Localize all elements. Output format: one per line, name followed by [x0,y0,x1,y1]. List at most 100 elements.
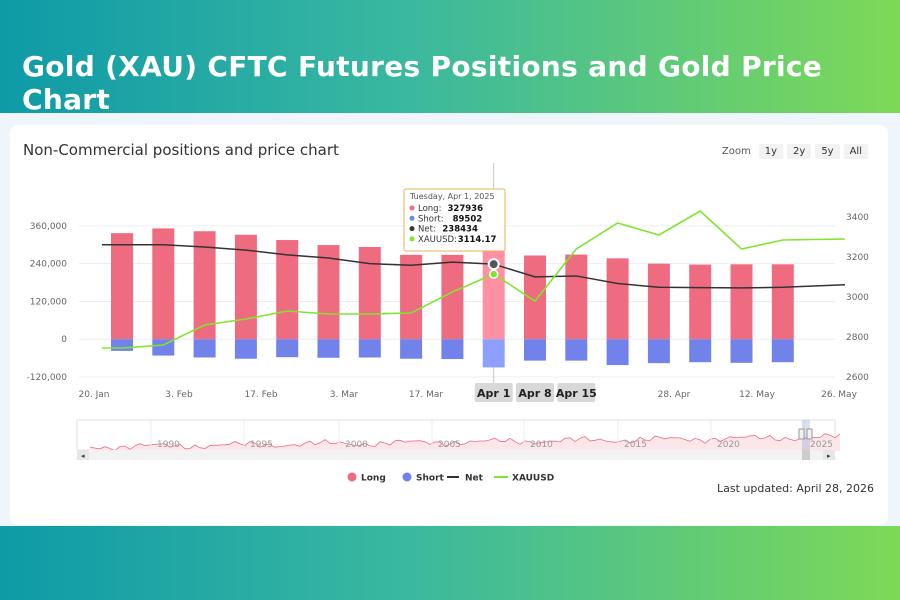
navigator-year-label: 2000 [345,440,368,450]
long-bar [689,264,712,340]
scrollbar-thumb [802,450,810,460]
navigator-selection [802,420,810,450]
long-bar [276,240,299,340]
highlighted-date-label: Apr 1 [477,387,510,400]
y-axis-left: -120,000 0 120,000 240,000 360,000 [27,222,68,383]
y-left-tick-label: 120,000 [30,297,67,307]
y-right-tick-label: 3200 [846,253,869,263]
positions-price-chart: -120,000 0 120,000 240,000 360,000 2600 2800 3… [27,163,869,484]
navigator-year-label: 2005 [438,440,461,450]
y-right-tick-label: 3400 [846,213,869,223]
tooltip-value: 327936 [448,204,484,214]
highlighted-date-label: Apr 8 [518,387,551,400]
tooltip-value: 89502 [453,214,483,224]
short-bar [317,339,340,358]
x-tick-label: 28. Apr [658,390,691,400]
zoom-controls: Zoom 1y 2y 5y All [722,144,868,159]
zoom-label: Zoom [721,146,751,157]
y-left-tick-label: 240,000 [30,260,67,270]
short-bar [400,339,423,359]
tooltip-label: Net: [418,225,436,235]
navigator-handle-right [806,428,813,440]
long-bar [606,258,629,340]
long-bar [441,254,464,340]
navigator-area [90,433,840,451]
long-bar [647,263,670,340]
navigator-handle-left [798,428,805,440]
tooltip-dot [409,226,415,232]
navigator-year-label: 2020 [717,440,740,450]
long-bar [565,254,588,340]
y-axis-right: 2600 2800 3000 3200 3400 [846,213,869,383]
navigator-year-label: 1995 [250,440,273,450]
short-bar [689,339,712,363]
long-bar [358,246,381,340]
chart-card: Non-Commercial positions and price chart… [10,125,888,525]
scroll-left-icon: ◂ [81,452,85,460]
long-bar [771,264,794,340]
zoom-1y-button[interactable]: 1y [758,144,784,159]
tooltip: Tuesday, Apr 1, 2025 Long: 327936 Short: 895… [403,188,506,252]
zoom-all-button[interactable]: All [843,144,868,159]
scrollbar-track [77,450,835,460]
navigator-year-label: 2025 [810,440,833,450]
long-bar [317,245,340,340]
x-tick-label: 12. May [739,390,775,400]
x-tick-label: 3. Feb [165,390,193,400]
short-bar [441,339,464,360]
x-axis: 20. Jan 3. Feb 17. Feb 3. Mar 17. Mar 28. Apr… [78,383,858,402]
short-bar [771,339,794,363]
y-left-tick-label: 360,000 [30,222,67,232]
y-left-tick-label: 0 [61,335,67,345]
scrollbar-left-button [77,450,89,460]
short-bar [606,339,629,366]
tooltip-label: Short: [418,214,444,224]
tooltip-value: 238434 [442,225,478,235]
xauusd-line [102,210,846,349]
long-bar [152,228,175,340]
legend-item: Long [361,474,386,484]
scrollbar-right-button [823,450,835,460]
long-bar [193,231,216,340]
short-bar [358,339,381,358]
zoom-2y-button[interactable]: 2y [787,144,812,159]
tooltip-value: 3114.17 [458,235,497,245]
navigator-year-label: 2010 [530,440,553,450]
short-bar [482,339,505,368]
navigator[interactable]: 1990 1995 2000 2005 2010 2015 2020 2025 ◂ ▸ [76,419,841,460]
long-bar [234,234,257,340]
short-bar [234,339,257,359]
tooltip-dot [409,215,415,221]
y-right-tick-label: 2600 [846,373,869,383]
x-tick-label: 17. Mar [409,390,443,400]
legend: Long Short Net XAUUSD [347,472,554,484]
y-right-tick-label: 2800 [846,333,869,343]
short-bar [111,339,133,351]
short-bar [193,339,216,358]
long-bar [524,255,546,340]
short-bar [524,339,546,361]
short-bar [730,339,753,363]
legend-item: XAUUSD [512,474,554,484]
legend-short-marker [402,472,412,482]
chart-title: Non-Commercial positions and price chart [23,141,339,159]
net-line [102,244,846,289]
highlighted-date-box [516,383,554,402]
tooltip-dot [409,205,415,211]
legend-item: Short [416,474,445,484]
tooltip-box [403,188,506,252]
short-bar [276,339,299,358]
short-bar [152,339,175,356]
highlighted-date-label: Apr 15 [556,387,597,400]
tooltip-dot [409,236,415,242]
long-bar [111,233,133,340]
header-banner: Gold (XAU) CFTC Futures Positions and Go… [0,0,900,116]
legend-item: Net [465,474,484,484]
short-bar [565,339,588,361]
xauusd-point-marker [488,269,499,279]
highlighted-date-box [474,383,513,402]
short-bar [647,339,670,364]
zoom-5y-button[interactable]: 5y [815,144,840,159]
highlighted-date-box [557,383,596,402]
navigator-line [89,433,841,452]
